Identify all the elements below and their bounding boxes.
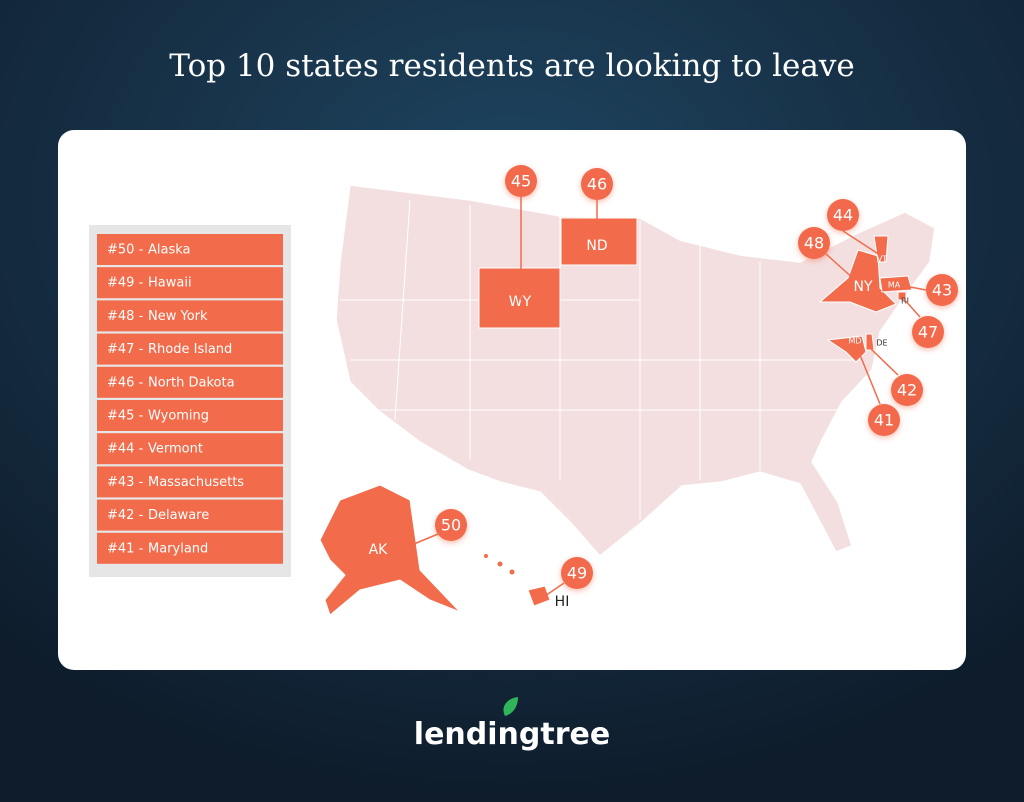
ranking-state: Massachusetts <box>148 475 244 490</box>
state-label: DE <box>876 339 887 348</box>
ranking-rank: #43 - <box>107 475 144 490</box>
ranking-row <box>97 234 283 265</box>
ranking-rank: #50 - <box>107 243 144 258</box>
marker-circle <box>798 227 830 259</box>
state-nd <box>560 217 638 266</box>
ranking-rank: #41 - <box>107 541 144 556</box>
marker-label: 43 <box>932 281 952 300</box>
marker-circle <box>868 404 900 436</box>
marker-circle <box>912 316 944 348</box>
state-label: MD <box>848 337 861 346</box>
ranking-rank: #46 - <box>107 375 144 390</box>
ranking-row <box>97 300 283 332</box>
state-hi <box>527 585 551 607</box>
ranking-state: Alaska <box>148 243 191 258</box>
state-borders <box>340 199 860 520</box>
marker-circle <box>926 274 958 306</box>
state-label: ND <box>586 238 607 254</box>
ranking-row <box>97 366 283 398</box>
state-de <box>865 333 875 351</box>
title: Top 10 states residents are looking to l… <box>169 48 854 84</box>
ranking-state: North Dakota <box>148 375 235 390</box>
marker-circle <box>505 165 537 197</box>
ranking-state: Maryland <box>148 541 208 556</box>
ranking-row <box>97 499 283 531</box>
logo-leaf <box>503 697 518 716</box>
ranking-row <box>97 333 283 365</box>
marker-label: 44 <box>833 206 853 225</box>
state-label: NY <box>853 279 872 295</box>
marker-label: 42 <box>897 381 917 400</box>
state-ak <box>319 484 461 616</box>
marker-circle <box>827 199 859 231</box>
ranking-row <box>97 400 283 431</box>
marker-label: 45 <box>511 172 531 191</box>
ranking-rank: #49 - <box>107 276 144 291</box>
state-label: MA <box>888 281 901 290</box>
ranking-rank: #47 - <box>107 342 144 357</box>
ranking-state: Rhode Island <box>148 342 232 357</box>
highlighted-states <box>319 217 913 616</box>
ranking-rank: #44 - <box>107 442 144 457</box>
state-ny <box>818 249 897 313</box>
marker-label: 47 <box>918 323 938 342</box>
state-ma <box>879 275 913 293</box>
ranking-row <box>97 466 283 498</box>
state-label: HI <box>555 594 570 610</box>
leader-lines <box>384 197 927 597</box>
state-label: VT <box>877 255 887 264</box>
marker-circle <box>561 557 593 589</box>
marker-label: 46 <box>587 175 607 194</box>
ranking-rank: #45 - <box>107 409 144 424</box>
marker-label: 48 <box>804 234 824 253</box>
state-label: WY <box>509 294 532 310</box>
ranking-list: #50 - Alaska #49 - Hawaii #48 - New York #47 -… <box>97 234 283 564</box>
marker-circle <box>891 374 923 406</box>
ranking-row <box>97 267 283 299</box>
logo: lendingtree <box>414 717 610 752</box>
ranking-row <box>97 433 283 465</box>
ranking-state: Delaware <box>148 508 209 523</box>
state-wy <box>478 267 561 329</box>
marker-label: 41 <box>874 411 894 430</box>
state-label: AK <box>369 542 389 558</box>
ranking-state: Wyoming <box>148 409 209 424</box>
marker-circle <box>435 509 467 541</box>
ranking-state: Vermont <box>148 442 203 457</box>
marker-circle <box>581 168 613 200</box>
marker-label: 49 <box>567 564 587 583</box>
ranking-rank: #48 - <box>107 309 144 324</box>
ranking-state: Hawaii <box>148 276 192 291</box>
ranking-rank: #42 - <box>107 508 144 523</box>
ranking-row <box>97 532 283 564</box>
marker-label: 50 <box>441 516 461 535</box>
ranking-state: New York <box>148 309 208 324</box>
